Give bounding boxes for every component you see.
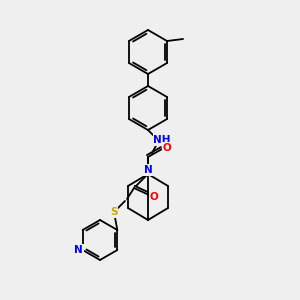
Text: S: S xyxy=(110,207,118,217)
Text: N: N xyxy=(144,165,152,175)
Text: O: O xyxy=(150,192,158,202)
Text: O: O xyxy=(163,143,171,153)
Text: NH: NH xyxy=(153,135,171,145)
Text: N: N xyxy=(74,245,83,255)
